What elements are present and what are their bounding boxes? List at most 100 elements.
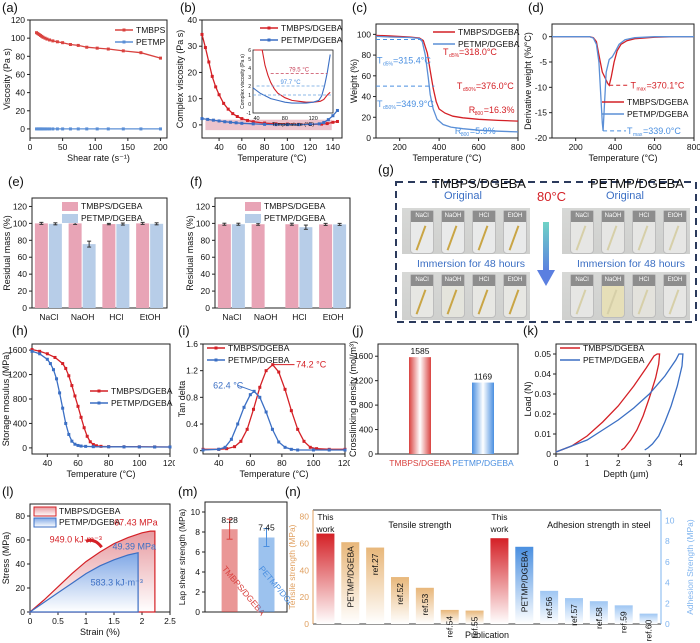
y-tick-label: 40 — [188, 15, 198, 25]
panel-label-a: (a) — [2, 0, 18, 15]
y-tick-label: 0 — [22, 303, 27, 313]
bar — [217, 224, 231, 308]
vial-cap-label: NaCl — [571, 275, 593, 286]
plot-frame — [375, 23, 519, 139]
bar — [116, 224, 130, 308]
y-right-tick-label: 2 — [665, 598, 670, 608]
plot-frame — [29, 19, 168, 139]
vial-cap-label: HCl — [473, 211, 495, 222]
legend-swatch — [245, 202, 261, 211]
data-point — [76, 43, 80, 47]
data-point — [55, 377, 59, 381]
data-point — [251, 122, 255, 126]
right-title: PETMP/DGEBA — [590, 176, 684, 191]
y-tick-label: 800 — [359, 400, 373, 410]
data-point — [67, 374, 71, 378]
data-point — [296, 427, 300, 431]
annotation-tmbps-toughness: 949.0 kJ·m⁻³ — [50, 534, 102, 544]
bar-label: ref.60 — [644, 619, 654, 641]
series-line — [203, 363, 345, 450]
data-point — [302, 439, 306, 443]
data-point — [30, 348, 34, 351]
data-point — [38, 352, 42, 356]
plot-frame — [202, 343, 346, 455]
data-point — [68, 127, 72, 131]
temperature-label: 80°C — [537, 189, 567, 204]
vial: HCl — [632, 274, 656, 318]
data-point — [70, 384, 74, 388]
sample-strip — [575, 225, 587, 251]
y-tick-label: 60 — [201, 252, 211, 262]
y-left-axis-label: Tensile strength (MPa) — [287, 524, 297, 609]
series-line — [202, 390, 345, 451]
data-point — [158, 56, 162, 60]
data-point — [229, 437, 233, 441]
y-tick-label: 20 — [188, 67, 198, 77]
sample-strip — [606, 289, 618, 315]
legend-label: PETMP/DGEBA — [627, 109, 689, 119]
data-point — [61, 362, 65, 366]
bar — [440, 609, 459, 624]
legend-marker — [97, 401, 101, 405]
data-point — [234, 121, 238, 125]
annotation-sub: d5% — [383, 61, 394, 67]
y-tick-label: 2 — [195, 587, 200, 597]
legend-marker — [97, 389, 101, 393]
inset-y-tick: 1 — [248, 93, 251, 99]
legend-label: PETMP — [136, 37, 166, 47]
x-tick-label: 2.5 — [164, 616, 176, 626]
category-label: TMBPS/DGEBA — [389, 458, 451, 468]
y-tick-label: 1200 — [8, 370, 27, 380]
panel-label-n: (n) — [285, 484, 301, 499]
x-axis-label: Temperature (°C) — [66, 469, 135, 479]
bar — [258, 537, 275, 612]
vial: NaCl — [410, 210, 434, 254]
data-point — [122, 445, 126, 449]
data-point — [79, 444, 83, 448]
data-point — [43, 127, 47, 131]
x-tick-label: 200 — [569, 142, 583, 152]
data-point — [331, 120, 335, 124]
data-point — [58, 391, 62, 395]
data-label: 8.28 — [221, 515, 238, 525]
y-tick-label: 20 — [16, 583, 26, 593]
x-tick-label: 3 — [647, 458, 652, 468]
data-point — [94, 444, 98, 448]
data-point — [210, 74, 214, 78]
legend-marker — [214, 346, 218, 350]
data-point — [73, 394, 77, 398]
annotation-r800-red-value: =16.3% — [484, 105, 515, 115]
x-tick-label: 120 — [338, 458, 350, 468]
y-tick-label: 0.01 — [534, 429, 551, 439]
sample-strip — [508, 289, 520, 315]
data-point — [242, 405, 246, 409]
data-point — [121, 127, 125, 131]
bar — [490, 538, 509, 624]
data-point — [158, 127, 162, 131]
data-point — [225, 447, 229, 451]
category-label: HCl — [292, 312, 306, 322]
data-point — [85, 127, 89, 131]
data-point — [223, 445, 227, 449]
data-point — [320, 122, 324, 126]
data-point — [51, 368, 55, 372]
vial: NaCl — [570, 210, 594, 254]
bar — [366, 547, 385, 624]
panel-label-c: (c) — [352, 0, 368, 15]
data-point — [53, 355, 57, 359]
y-axis-label: Load (N) — [523, 381, 533, 416]
vial: NaOH — [601, 274, 625, 318]
x-tick-label: 50 — [58, 142, 68, 152]
panel-label-m: (m) — [178, 484, 198, 499]
y-tick-label: 60 — [16, 535, 26, 545]
inset-series-line — [254, 49, 331, 103]
vial-photo: NaCl NaOH HCl EtOH — [562, 272, 690, 320]
y-tick-label: -10 — [535, 82, 548, 92]
y-tick-label: 6 — [195, 547, 200, 557]
plot-frame — [31, 197, 168, 309]
data-point — [207, 60, 211, 64]
data-point — [258, 385, 262, 389]
y-right-tick-label: 4 — [665, 578, 670, 588]
